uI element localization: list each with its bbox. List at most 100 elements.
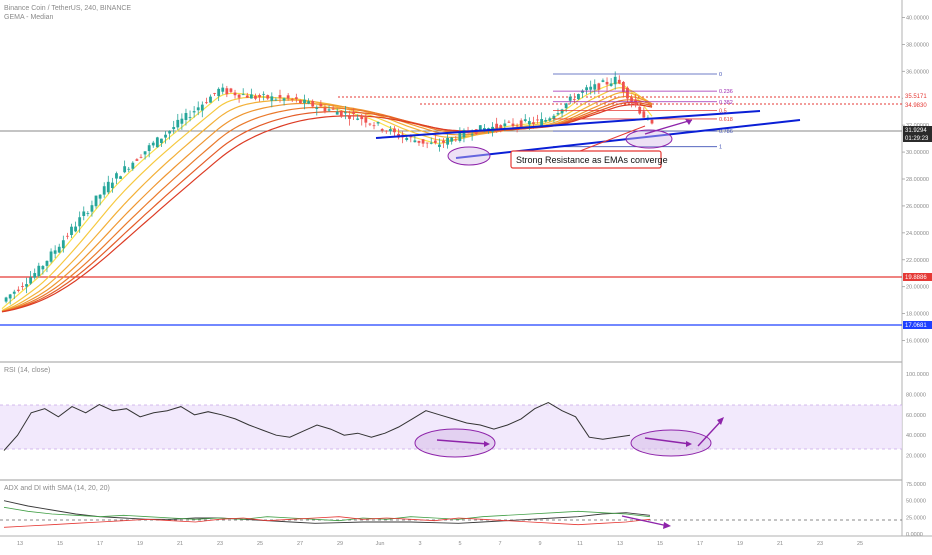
time-tick-label: 15 [657, 541, 663, 547]
candle-body [168, 131, 172, 134]
candle-body [16, 289, 20, 291]
candle-body [311, 101, 315, 107]
adx-tick-label: 25.0000 [906, 515, 926, 521]
candle-body [249, 94, 253, 99]
candle-body [135, 159, 139, 161]
marker-bg [903, 92, 932, 100]
candle-body [564, 103, 568, 109]
blue-level-label: 17.0681 [905, 323, 927, 329]
candle-body [348, 116, 351, 119]
candle-body [4, 297, 8, 302]
candle-body [139, 156, 143, 158]
candle-body [143, 151, 147, 155]
candle-body [180, 118, 184, 124]
time-tick-label: 21 [177, 541, 183, 547]
candle-body [548, 118, 552, 121]
main-pane [0, 0, 902, 360]
candle-body [515, 125, 519, 127]
candle-body [323, 107, 327, 112]
price-tick-label: 24.00000 [906, 231, 929, 237]
candle-body [192, 111, 196, 113]
rsi-arrow-flat [644, 437, 692, 447]
candle-body [560, 109, 564, 114]
fib-level-label: 0.5 [719, 108, 727, 114]
time-tick-label: 11 [577, 541, 583, 547]
candle-body [119, 176, 122, 179]
price-tick-label: 26.00000 [906, 204, 929, 210]
time-tick-label: Jun [376, 541, 385, 547]
candle-body [233, 92, 237, 96]
candle-body [650, 119, 654, 124]
fib-level-label: 0.786 [719, 129, 733, 135]
fib-level-label: 1 [719, 145, 722, 151]
candle-body [221, 87, 225, 92]
candle-body [388, 129, 392, 132]
candle-body [41, 266, 45, 270]
candle-body [299, 100, 302, 104]
candle-body [589, 86, 593, 90]
annotation-text: Strong Resistance as EMAs converge [516, 155, 668, 165]
candle-body [33, 273, 37, 278]
upper-trend-line [375, 110, 761, 139]
candle-body [429, 142, 433, 144]
rsi-title: RSI (14, close) [4, 367, 50, 374]
candle-body [523, 119, 527, 121]
candle-body [511, 123, 515, 127]
candle-body [454, 139, 458, 141]
rsi-ellipse-right [630, 429, 712, 457]
candle-body [258, 95, 261, 98]
candle-body [536, 119, 539, 121]
rsi-tick-label: 60.0000 [906, 413, 926, 419]
time-tick-label: 7 [498, 541, 501, 547]
candle-body [209, 96, 212, 103]
symbol-title: Binance Coin / TetherUS, 240, BINANCE [4, 5, 131, 12]
rsi-arrow-left [436, 439, 490, 447]
candle-body [343, 112, 347, 114]
price-tick-label: 38.00000 [906, 42, 929, 48]
candle-body [266, 95, 270, 99]
adx-tick-label: 75.0000 [906, 482, 926, 488]
candle-body [102, 186, 106, 195]
time-axis: 13 15 17 19 21 23 25 27 29 Jun 3 5 7 9 11 13 15 17 19 21 23 2… [17, 541, 863, 547]
candle-body [380, 129, 384, 131]
candle-body [115, 173, 118, 179]
candle-body [556, 113, 560, 115]
candle-body [601, 80, 605, 82]
candle-body [188, 117, 192, 118]
candle-body [519, 120, 523, 128]
annotation-box [510, 150, 662, 169]
candle-body [605, 81, 609, 85]
candle-body [176, 119, 180, 128]
candle-body [433, 140, 437, 143]
candle-body [478, 125, 482, 132]
candle-body [335, 111, 339, 115]
time-tick-label: 25 [257, 541, 263, 547]
candle-body [438, 144, 441, 147]
candle-body [123, 166, 127, 173]
fib-level-label: 0.382 [719, 100, 733, 106]
candle-body [225, 88, 229, 95]
candle-body [331, 108, 335, 110]
candle-body [151, 142, 155, 146]
candle-body [532, 122, 535, 124]
time-tick-label: 15 [57, 541, 63, 547]
time-tick-label: 17 [697, 541, 703, 547]
candle-body [53, 250, 57, 254]
candle-body [319, 103, 323, 107]
candle-body [61, 240, 65, 249]
candle-body [442, 140, 445, 143]
time-tick-label: 21 [777, 541, 783, 547]
time-tick-label: 23 [217, 541, 223, 547]
fib-level-label: 0 [719, 72, 722, 78]
time-tick-label: 17 [97, 541, 103, 547]
time-tick-label: 5 [458, 541, 461, 547]
marker-bg [903, 101, 932, 109]
di-minus-line [3, 516, 651, 528]
candle-body [205, 102, 208, 104]
candle-body [581, 90, 584, 93]
candle-body [421, 139, 425, 144]
time-tick-label: 29 [337, 541, 343, 547]
candle-body [172, 127, 176, 130]
candle-body [568, 96, 572, 101]
